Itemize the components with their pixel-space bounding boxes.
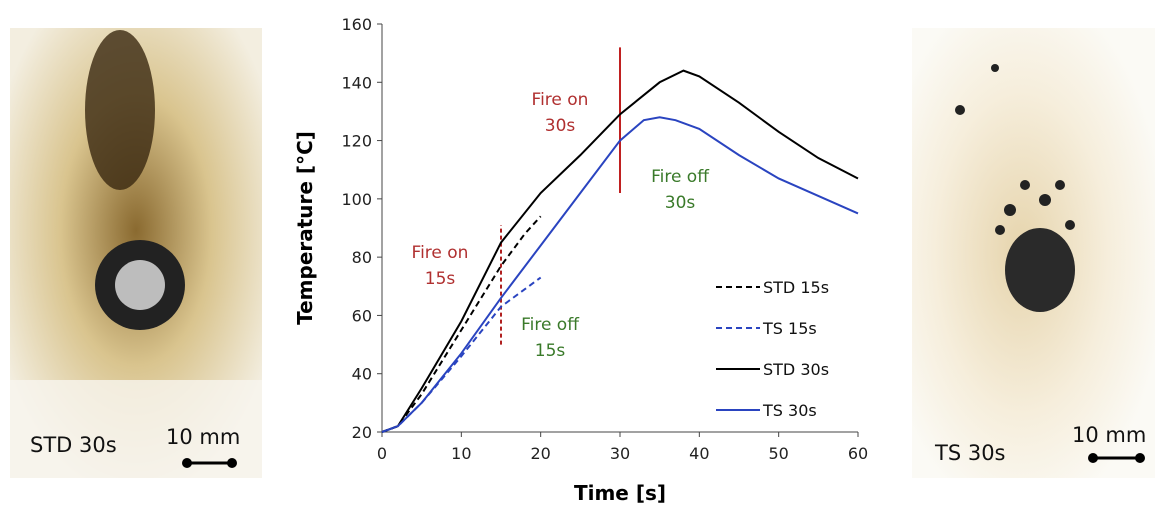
x-tick-label: 0	[377, 444, 387, 463]
annotation: Fire off	[651, 167, 710, 187]
spot	[955, 105, 965, 115]
chart: Time [s] Temperature [°C] 20406080100120…	[293, 15, 868, 505]
soot	[85, 30, 155, 190]
scale-dot	[227, 458, 237, 468]
y-tick-label: 140	[341, 73, 372, 92]
burn-mark	[1005, 228, 1075, 312]
annotation: Fire on	[412, 243, 469, 263]
legend-label: TS 15s	[762, 319, 817, 338]
x-tick-label: 20	[530, 444, 550, 463]
scale-label: 10 mm	[166, 425, 240, 449]
scale-label: 10 mm	[1072, 423, 1146, 447]
series-line	[381, 215, 542, 433]
annotation: 15s	[425, 269, 456, 289]
y-tick-label: 100	[341, 190, 372, 209]
spot	[1004, 204, 1016, 216]
annotation: 30s	[665, 193, 696, 213]
x-tick-label: 40	[689, 444, 709, 463]
spot	[1065, 220, 1075, 230]
spot	[995, 225, 1005, 235]
panel-label: TS 30s	[934, 441, 1006, 465]
y-tick-label: 160	[341, 15, 372, 34]
annotation: Fire on	[532, 90, 589, 110]
burn-hole-center	[115, 260, 165, 310]
x-tick-label: 50	[768, 444, 788, 463]
legend-label: TS 30s	[762, 401, 817, 420]
annotation: Fire off	[521, 315, 580, 335]
series-line	[381, 69, 859, 433]
annotation: 30s	[545, 116, 576, 136]
spot	[1039, 194, 1051, 206]
scale-dot	[182, 458, 192, 468]
x-tick-label: 60	[848, 444, 868, 463]
legend-label: STD 15s	[763, 278, 829, 297]
series-line	[381, 276, 542, 433]
annotation: 15s	[535, 341, 566, 361]
x-tick-label: 30	[610, 444, 630, 463]
scale-dot	[1088, 453, 1098, 463]
spot	[1055, 180, 1065, 190]
legend-label: STD 30s	[763, 360, 829, 379]
left-photo: STD 30s 10 mm	[10, 28, 262, 478]
y-axis-title: Temperature [°C]	[293, 131, 317, 325]
scale-dot	[1135, 453, 1145, 463]
right-photo: TS 30s 10 mm	[912, 28, 1155, 478]
x-axis-title: Time [s]	[574, 481, 666, 505]
y-tick-label: 120	[341, 132, 372, 151]
y-tick-label: 80	[352, 248, 372, 267]
spot	[1020, 180, 1030, 190]
y-tick-label: 20	[352, 423, 372, 442]
x-tick-label: 10	[451, 444, 471, 463]
spot	[991, 64, 999, 72]
panel-label: STD 30s	[30, 433, 117, 457]
series-line	[381, 116, 859, 433]
y-tick-label: 40	[352, 365, 372, 384]
y-tick-label: 60	[352, 306, 372, 325]
